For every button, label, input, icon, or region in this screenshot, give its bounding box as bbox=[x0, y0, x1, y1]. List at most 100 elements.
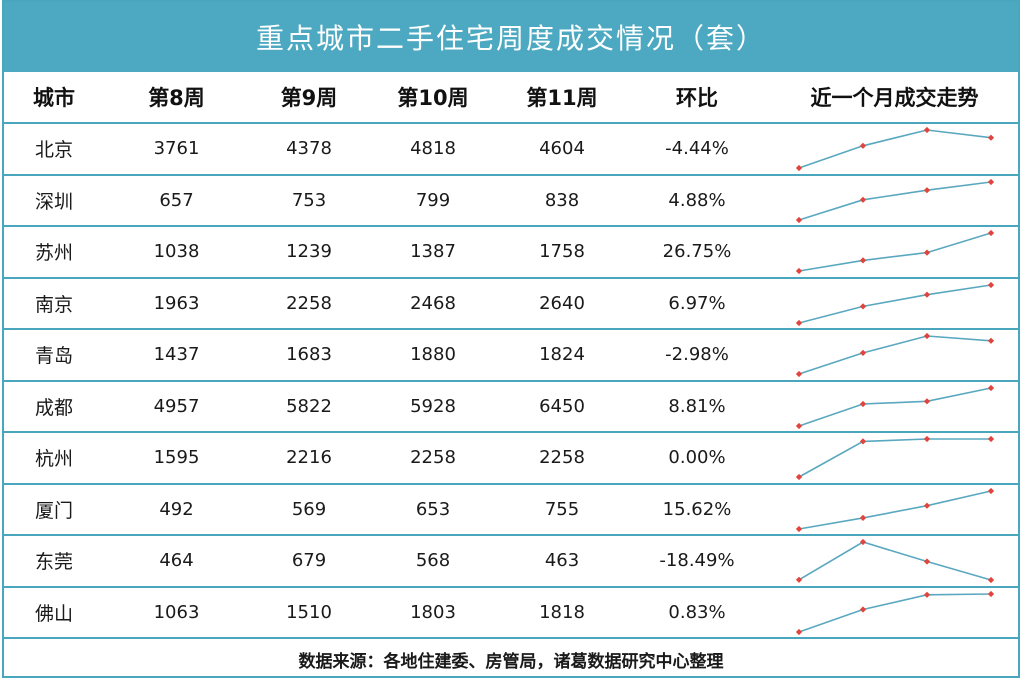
sparkline-point bbox=[923, 249, 931, 256]
sparkline-point bbox=[859, 302, 867, 310]
week-value: 3761 bbox=[153, 138, 200, 159]
week-value: 2258 bbox=[286, 292, 332, 314]
sparkline-point bbox=[795, 319, 803, 326]
sparkline-point bbox=[923, 397, 931, 404]
week-value: 4818 bbox=[410, 138, 456, 159]
header-week9: 第9周 bbox=[280, 86, 338, 110]
week-value: 838 bbox=[544, 189, 580, 211]
sparkline-line bbox=[798, 232, 992, 272]
sparkline-point bbox=[987, 281, 995, 288]
trend-sparkline bbox=[795, 487, 995, 532]
header-week10: 第10周 bbox=[397, 86, 469, 110]
ratio-value: 0.00% bbox=[668, 447, 726, 468]
sparkline-point bbox=[987, 134, 995, 141]
week-value: 1824 bbox=[539, 344, 585, 365]
sparkline-point bbox=[859, 196, 867, 203]
sparkline-point bbox=[859, 142, 867, 149]
week-value: 1510 bbox=[286, 601, 332, 623]
trend-sparkline bbox=[795, 281, 995, 326]
source-note: 数据来源：各地住建委、房管局，诸葛数据研究中心整理 bbox=[298, 652, 724, 672]
ratio-value: 26.75% bbox=[662, 241, 732, 262]
sparkline-point bbox=[859, 349, 867, 357]
table-row: 厦门 492 569 653 755 15.62% bbox=[4, 485, 1018, 536]
week-value: 1963 bbox=[153, 292, 200, 314]
sparkline-point bbox=[923, 186, 931, 193]
ratio-value: 6.97% bbox=[668, 292, 726, 314]
week-value: 4378 bbox=[286, 138, 332, 159]
week-value: 492 bbox=[159, 498, 194, 520]
table-header: 城市 第8周 第9周 第10周 第11周 环比 近一个月成交走势 bbox=[4, 72, 1018, 124]
trend-sparkline bbox=[795, 538, 995, 584]
sparkline-point bbox=[923, 332, 931, 340]
city-name: 深圳 bbox=[34, 190, 73, 213]
trend-sparkline bbox=[795, 229, 995, 275]
sparkline-point bbox=[795, 628, 803, 635]
header-week8: 第8周 bbox=[148, 86, 205, 110]
trend-sparkline bbox=[795, 126, 995, 172]
week-value: 5928 bbox=[410, 395, 456, 417]
sparkline-line bbox=[798, 180, 992, 221]
week-value: 755 bbox=[544, 498, 580, 520]
ratio-value: 15.62% bbox=[662, 498, 732, 520]
sparkline-line bbox=[798, 592, 992, 633]
table-row: 杭州 1595 2216 2258 2258 0.00% bbox=[4, 433, 1018, 485]
sparkline-point bbox=[987, 229, 995, 237]
ratio-value: -2.98% bbox=[665, 344, 729, 365]
week-value: 1818 bbox=[539, 601, 585, 623]
week-value: 2468 bbox=[410, 292, 456, 314]
sparkline-point bbox=[923, 558, 931, 565]
table-row: 青岛 1437 1683 1880 1824 -2.98% bbox=[4, 330, 1018, 382]
week-value: 657 bbox=[159, 189, 194, 211]
sparkline-line bbox=[798, 541, 992, 581]
table-row: 东莞 464 679 568 463 -18.49% bbox=[4, 536, 1018, 588]
sparkline-point bbox=[795, 216, 803, 223]
week-value: 2258 bbox=[539, 447, 585, 468]
week-value: 679 bbox=[291, 550, 327, 571]
sparkline-point bbox=[923, 435, 931, 443]
sparkline-point bbox=[795, 164, 803, 172]
sparkline-point bbox=[987, 178, 995, 185]
sparkline-point bbox=[923, 291, 931, 298]
city-name: 苏州 bbox=[34, 242, 73, 264]
sparkline-point bbox=[859, 257, 867, 264]
city-name: 厦门 bbox=[34, 499, 73, 522]
sparkline-point bbox=[859, 514, 867, 521]
sparkline-point bbox=[859, 400, 867, 407]
week-value: 568 bbox=[415, 550, 451, 571]
week-value: 1437 bbox=[153, 344, 200, 365]
city-name: 青岛 bbox=[34, 345, 73, 367]
sparkline-line bbox=[798, 386, 992, 427]
week-value: 5822 bbox=[286, 395, 332, 417]
table-row: 佛山 1063 1510 1803 1818 0.83% bbox=[4, 588, 1018, 639]
city-name: 南京 bbox=[34, 293, 73, 316]
sparkline-point bbox=[987, 435, 995, 443]
week-value: 463 bbox=[544, 550, 580, 571]
week-value: 2216 bbox=[286, 447, 332, 468]
sparkline-line bbox=[798, 438, 991, 478]
ratio-value: 4.88% bbox=[668, 189, 726, 211]
week-value: 1880 bbox=[410, 344, 456, 365]
sparkline-point bbox=[987, 590, 995, 597]
week-value: 1683 bbox=[286, 344, 332, 365]
sparkline-point bbox=[923, 126, 931, 134]
table-row: 成都 4957 5822 5928 6450 8.81% bbox=[4, 382, 1018, 433]
week-value: 4604 bbox=[539, 138, 585, 159]
sparkline-point bbox=[923, 502, 931, 509]
header-week11: 第11周 bbox=[526, 86, 598, 110]
sparkline-point bbox=[795, 370, 803, 378]
trend-sparkline bbox=[795, 332, 995, 378]
sparkline-point bbox=[923, 591, 931, 598]
sparkline-point bbox=[795, 525, 803, 532]
week-value: 1239 bbox=[286, 241, 332, 262]
week-value: 1803 bbox=[410, 601, 456, 623]
week-value: 1387 bbox=[410, 241, 456, 262]
table-row: 南京 1963 2258 2468 2640 6.97% bbox=[4, 279, 1018, 330]
week-value: 569 bbox=[291, 498, 327, 520]
table-row: 苏州 1038 1239 1387 1758 26.75% bbox=[4, 227, 1018, 279]
sparkline-point bbox=[987, 337, 995, 344]
week-value: 1063 bbox=[153, 601, 200, 623]
sparkline-line bbox=[798, 489, 992, 530]
city-name: 佛山 bbox=[34, 602, 73, 625]
trend-sparkline bbox=[795, 178, 995, 223]
